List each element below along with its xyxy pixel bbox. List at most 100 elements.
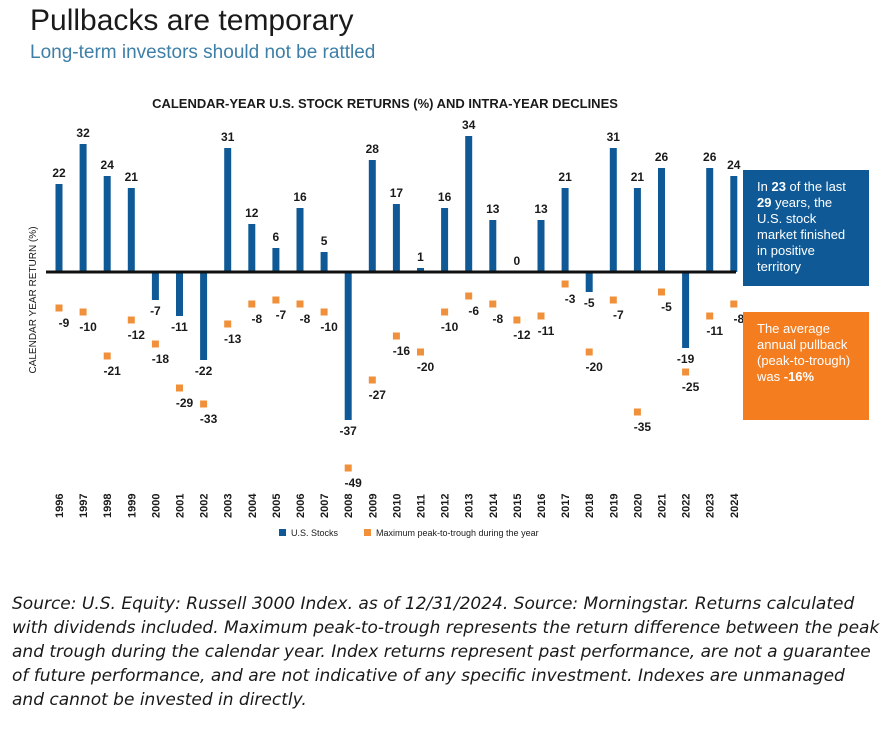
marker-peak-to-trough-2002 [200,400,208,408]
marker-peak-to-trough-2004 [248,300,256,308]
marker-label-2003: -13 [224,332,242,346]
bar-label-2000: -7 [150,304,161,318]
marker-peak-to-trough-2019 [609,296,617,304]
bar-us-stocks-2016 [537,220,545,272]
bar-label-2022: -19 [677,352,695,366]
bar-label-2019: 31 [607,130,621,144]
x-tick-label-1999: 1999 [126,494,138,518]
source-note: Source: U.S. Equity: Russell 3000 Index.… [12,594,880,710]
bar-label-1999: 21 [125,170,139,184]
marker-label-2010: -16 [393,344,411,358]
marker-peak-to-trough-2008 [344,464,352,472]
bar-label-2005: 6 [273,230,280,244]
bar-us-stocks-2004 [248,224,256,272]
marker-peak-to-trough-2009 [368,376,376,384]
marker-label-2013: -6 [468,304,479,318]
x-tick-label-2002: 2002 [199,494,211,518]
marker-label-2006: -8 [300,312,311,326]
chart-title: CALENDAR-YEAR U.S. STOCK RETURNS (%) AND… [152,96,618,111]
bar-label-2011: 1 [417,250,424,264]
bar-label-2014: 13 [486,202,500,216]
x-tick-label-2003: 2003 [223,494,235,518]
marker-label-2005: -7 [276,308,287,322]
bar-us-stocks-2012 [441,208,449,272]
legend-swatch-stocks [279,529,286,536]
marker-peak-to-trough-2007 [320,308,328,316]
marker-label-2011: -20 [417,360,435,374]
x-tick-label-2005: 2005 [271,494,283,518]
marker-peak-to-trough-2021 [658,288,665,296]
marker-peak-to-trough-2001 [176,384,183,392]
marker-label-2007: -10 [320,320,338,334]
marker-label-2014: -8 [492,312,503,326]
marker-peak-to-trough-1998 [103,352,111,360]
bar-us-stocks-2022 [682,272,690,348]
marker-label-2017: -3 [565,292,576,306]
x-tick-label-2015: 2015 [512,494,524,518]
marker-label-2008: -49 [345,476,363,490]
x-tick-label-2008: 2008 [343,494,355,518]
positive-years-callout: In 23 of the last 29 years, the U.S. sto… [743,170,869,286]
bar-us-stocks-2019 [609,148,617,272]
bar-label-2001: -11 [171,320,188,334]
x-tick-label-2019: 2019 [608,494,620,518]
marker-label-1997: -10 [79,320,97,334]
bar-label-2012: 16 [438,190,452,204]
marker-label-2018: -20 [586,360,604,374]
bar-us-stocks-2006 [296,208,304,272]
bar-us-stocks-2005 [272,248,280,272]
x-tick-label-2001: 2001 [175,494,187,518]
marker-label-2023: -11 [706,324,723,338]
bar-label-1996: 22 [52,166,66,180]
marker-peak-to-trough-2017 [561,280,569,288]
marker-peak-to-trough-2012 [441,308,449,316]
x-tick-label-2017: 2017 [560,494,572,518]
bar-label-2015: 0 [514,254,521,268]
x-tick-label-2007: 2007 [319,494,331,518]
bar-label-2017: 21 [558,170,572,184]
bar-us-stocks-2001 [176,272,183,316]
bar-us-stocks-2018 [585,272,593,292]
bar-label-1998: 24 [101,158,115,172]
x-tick-label-2004: 2004 [247,493,259,518]
marker-peak-to-trough-2022 [682,368,690,376]
marker-label-2012: -10 [441,320,459,334]
marker-label-1999: -12 [128,328,146,342]
marker-label-2002: -33 [200,412,218,426]
bar-us-stocks-2000 [151,272,159,300]
x-tick-label-2014: 2014 [488,493,500,518]
marker-peak-to-trough-2020 [633,408,641,416]
bar-us-stocks-2002 [200,272,208,360]
bar-label-1997: 32 [76,126,90,140]
bar-us-stocks-2017 [561,188,569,272]
bar-us-stocks-2008 [344,272,352,420]
marker-label-2019: -7 [613,308,624,322]
x-tick-label-2000: 2000 [150,494,162,518]
bar-us-stocks-2007 [320,252,328,272]
bar-label-2004: 12 [245,206,259,220]
marker-peak-to-trough-2000 [151,340,159,348]
bar-us-stocks-1998 [103,176,111,272]
bar-label-2006: 16 [293,190,307,204]
x-tick-label-2022: 2022 [681,494,693,518]
legend: U.S. Stocks Maximum peak-to-trough durin… [279,528,539,538]
marker-label-1998: -21 [104,364,122,378]
marker-peak-to-trough-1997 [79,308,87,316]
marker-peak-to-trough-2006 [296,300,304,308]
chart: CALENDAR-YEAR U.S. STOCK RETURNS (%) AND… [28,96,744,538]
bar-us-stocks-2024 [730,176,738,272]
y-axis-label: CALENDAR YEAR RETURN (%) [28,226,39,373]
marker-label-2000: -18 [152,352,170,366]
bar-label-2003: 31 [221,130,235,144]
legend-label-stocks: U.S. Stocks [291,528,339,538]
marker-label-2016: -11 [538,324,555,338]
x-tick-label-1996: 1996 [54,494,66,518]
bar-label-2023: 26 [703,150,717,164]
bar-label-2016: 13 [534,202,548,216]
marker-peak-to-trough-2005 [272,296,280,304]
marker-peak-to-trough-2003 [224,320,232,328]
bar-label-2013: 34 [462,118,476,132]
average-pullback-callout: The average annual pullback (peak-to-tro… [743,312,869,420]
bar-us-stocks-2009 [368,160,376,272]
marker-peak-to-trough-1999 [127,316,135,324]
